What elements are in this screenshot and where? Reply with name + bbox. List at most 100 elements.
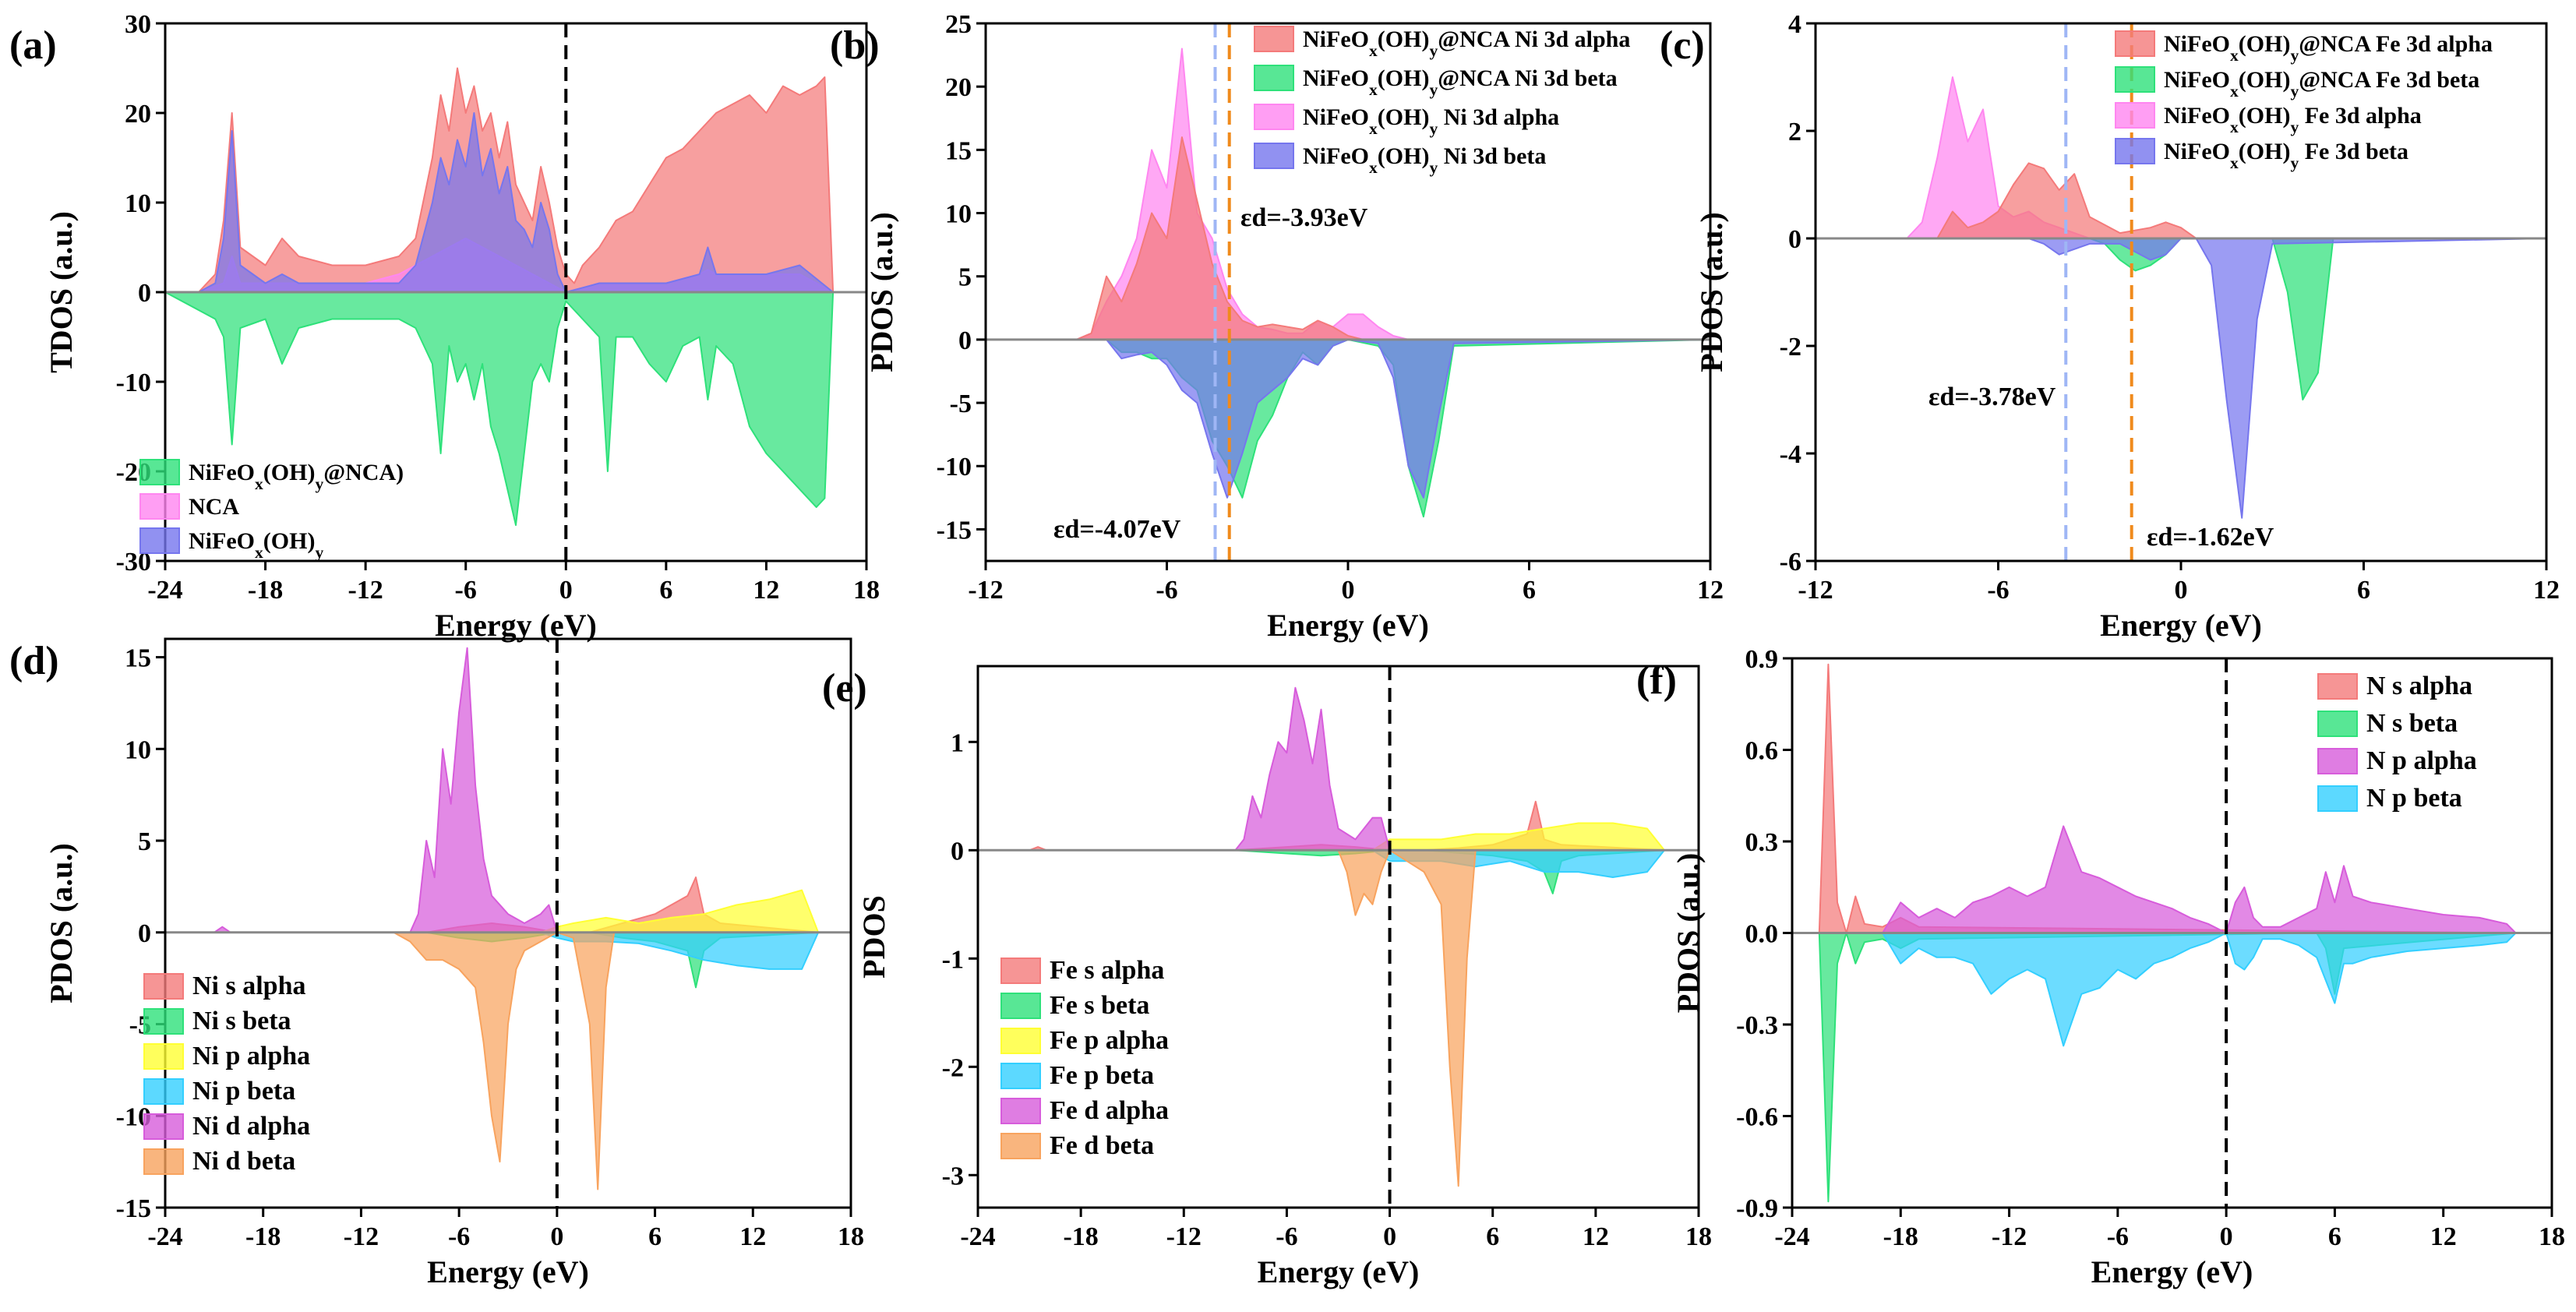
series-c-3 <box>1816 238 2546 519</box>
legend-label: N p alpha <box>2366 746 2477 775</box>
x-tick-label: 6 <box>648 1222 662 1251</box>
x-tick-label: 6 <box>1523 576 1536 605</box>
legend-swatch <box>2115 66 2155 93</box>
legend: N s alpha N s beta N p alpha N p beta <box>2317 672 2477 813</box>
x-axis-label: Energy (eV) <box>1267 608 1429 643</box>
legend-swatch <box>1000 958 1041 984</box>
legend-label: Ni d beta <box>192 1147 295 1176</box>
series-e-2 <box>978 822 1665 852</box>
y-tick-label: 15 <box>125 644 151 673</box>
x-tick-label: -24 <box>147 576 182 605</box>
plot-area <box>986 48 1710 518</box>
legend-swatch <box>2115 102 2155 129</box>
x-tick-label: -12 <box>344 1222 379 1251</box>
y-axis-label: TDOS (a.u.) <box>44 211 79 373</box>
legend: NiFeOx(OH)y@NCA)NCA NiFeOx(OH)y <box>139 459 404 562</box>
x-tick-label: -6 <box>1987 576 2009 605</box>
legend-swatch <box>1000 1028 1041 1054</box>
legend-label: Fe d alpha <box>1050 1096 1169 1125</box>
legend-label: Fe s beta <box>1050 991 1149 1020</box>
x-tick-label: 0 <box>2220 1222 2233 1251</box>
legend-label: Ni s beta <box>192 1007 291 1035</box>
legend-label: NiFeOx(OH)y@NCA Ni 3d alpha <box>1303 26 1630 60</box>
legend-swatch <box>2317 673 2358 700</box>
series-d-5 <box>165 931 820 1190</box>
ed-annotation: εd=-1.62eV <box>2147 523 2274 552</box>
y-axis-label: PDOS (a.u.) <box>44 843 79 1003</box>
y-axis-label: PDOS (a.u.) <box>1694 212 1729 372</box>
legend-label: Fe p alpha <box>1050 1026 1169 1055</box>
legend-swatch <box>1254 143 1294 169</box>
panel-label: (d) <box>9 639 59 683</box>
legend-label: N s beta <box>2366 709 2458 738</box>
legend-swatch <box>2115 30 2155 57</box>
x-tick-label: -24 <box>960 1222 995 1251</box>
x-tick-label: 0 <box>550 1222 563 1251</box>
y-tick-label: 20 <box>945 73 972 102</box>
y-tick-label: 0 <box>138 279 151 308</box>
panel-label: (a) <box>9 23 57 68</box>
x-tick-label: -6 <box>1276 1222 1297 1251</box>
legend-label: Fe d beta <box>1050 1131 1154 1160</box>
y-tick-label: 0 <box>958 326 972 355</box>
axes-frame <box>164 637 852 1209</box>
x-tick-label: 0 <box>559 576 573 605</box>
y-tick-label: 0 <box>951 837 964 866</box>
y-tick-label: 5 <box>138 827 151 856</box>
x-tick-label: 6 <box>1486 1222 1499 1251</box>
x-axis-label: Energy (eV) <box>1258 1254 1420 1289</box>
y-tick-label: -0.3 <box>1736 1011 1778 1040</box>
legend-swatch <box>139 493 180 520</box>
series-a-0 <box>165 67 835 293</box>
series-b-1 <box>986 136 1710 340</box>
series-f-2 <box>1792 825 2517 934</box>
x-tick-label: -12 <box>968 576 1003 605</box>
y-tick-label: 2 <box>1788 118 1801 146</box>
y-tick-label: 1 <box>951 728 964 757</box>
y-tick-label: -0.6 <box>1736 1103 1778 1132</box>
series-e-4 <box>978 686 1665 852</box>
legend-swatch <box>143 1078 184 1105</box>
y-tick-label: 15 <box>945 136 972 165</box>
y-tick-label: 0 <box>1788 225 1801 254</box>
legend-swatch <box>1254 65 1294 91</box>
x-axis-label: Energy (eV) <box>427 1254 589 1289</box>
x-tick-label: 18 <box>853 576 880 605</box>
x-tick-label: 12 <box>753 576 779 605</box>
y-tick-label: -3 <box>942 1162 964 1190</box>
y-tick-label: -1 <box>942 945 964 974</box>
x-tick-label: 6 <box>2328 1222 2341 1251</box>
legend-swatch <box>143 1148 184 1175</box>
panel-label: (f) <box>1636 658 1677 703</box>
x-tick-label: -24 <box>147 1222 182 1251</box>
legend-swatch <box>143 1008 184 1035</box>
legend-label: NCA <box>189 494 239 520</box>
y-tick-label: 5 <box>958 263 972 292</box>
x-tick-label: -12 <box>1798 576 1833 605</box>
series-b-3 <box>986 338 1710 499</box>
legend-label: Ni d alpha <box>192 1112 310 1141</box>
series-b-0 <box>986 48 1710 340</box>
legend-swatch <box>143 1113 184 1140</box>
legend: NiFeOx(OH)y@NCA Ni 3d alpha NiFeOx(OH)y@N… <box>1254 26 1630 177</box>
legend-label: NiFeOx(OH)y Fe 3d alpha <box>2164 103 2422 136</box>
y-tick-label: 0.9 <box>1745 645 1779 674</box>
plot-area <box>1816 76 2546 519</box>
legend-swatch <box>139 459 180 485</box>
x-tick-label: -24 <box>1774 1222 1809 1251</box>
x-tick-label: 6 <box>659 576 672 605</box>
series-b-2 <box>986 338 1710 518</box>
legend-label: N s alpha <box>2366 672 2472 700</box>
legend-swatch <box>2115 138 2155 164</box>
ed-annotation: εd=-4.07eV <box>1053 515 1181 544</box>
x-tick-label: -6 <box>2107 1222 2129 1251</box>
legend-swatch <box>1000 1133 1041 1159</box>
x-axis-label: Energy (eV) <box>435 608 597 643</box>
y-tick-label: -15 <box>116 1194 151 1223</box>
plot-area <box>165 647 851 1190</box>
legend-swatch <box>139 527 180 554</box>
panel-a: -24 -18 -12 -6 0 6 12 18-30-20-100102030Energy … <box>9 10 880 643</box>
plot-area <box>978 686 1699 1187</box>
legend: Fe s alpha Fe s beta Fe p alpha Fe p beta Fe… <box>1000 956 1169 1160</box>
